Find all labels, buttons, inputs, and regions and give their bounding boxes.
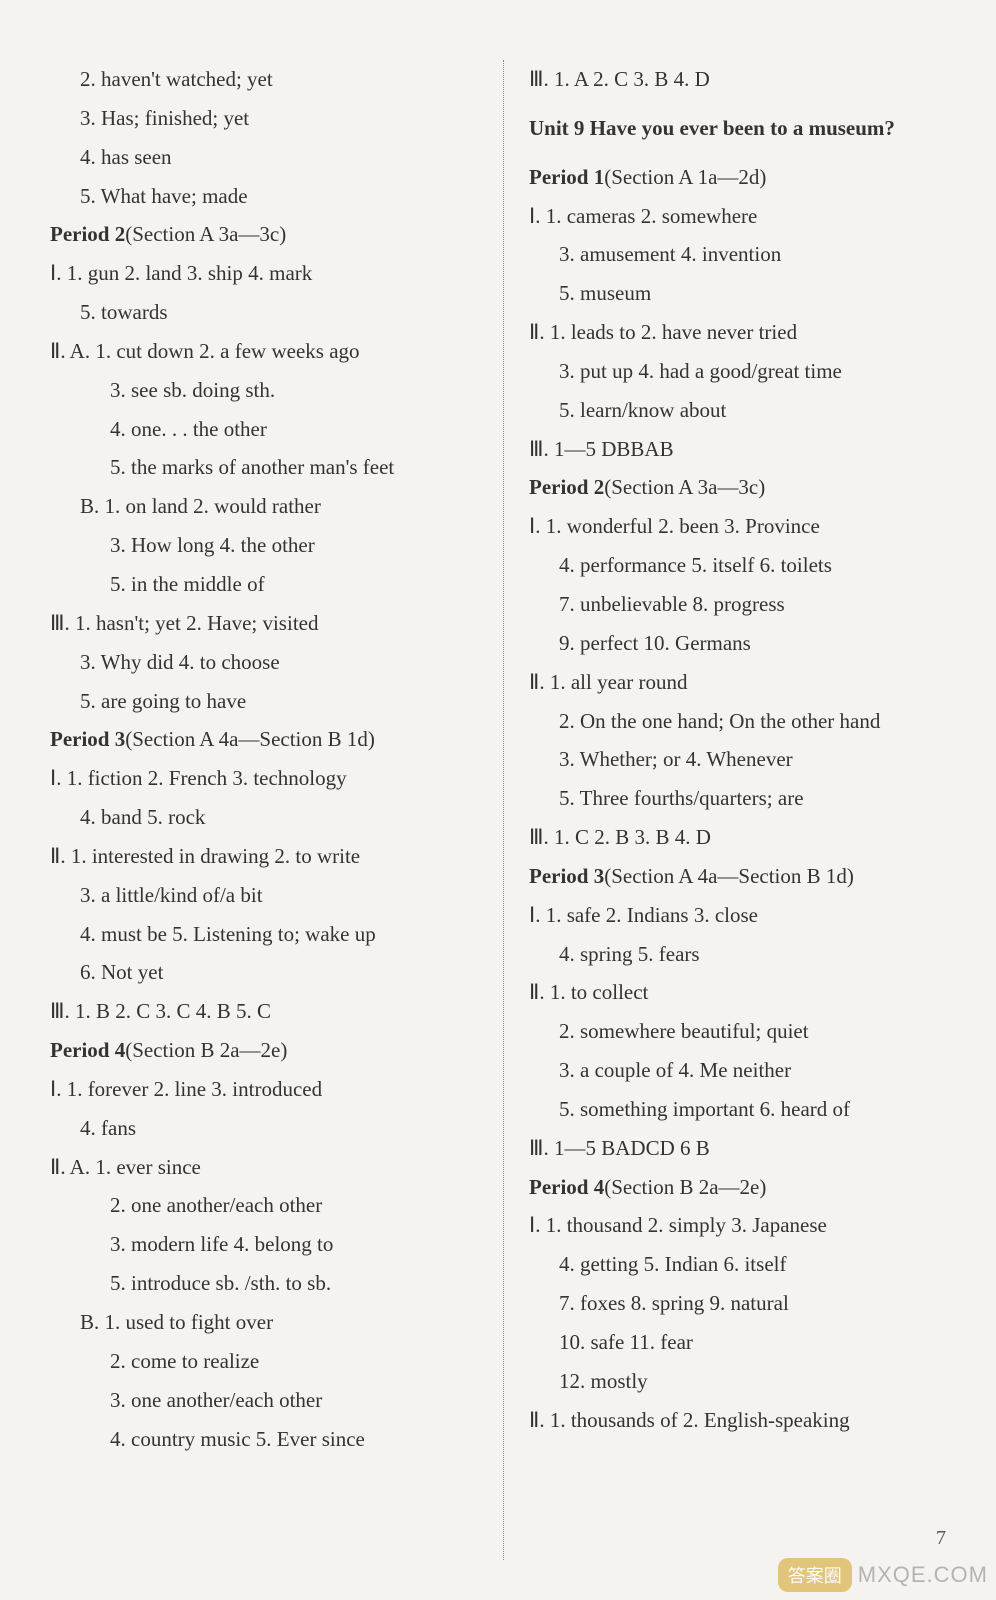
text-line: 10. safe 11. fear (559, 1323, 956, 1362)
text-line: 5. Three fourths/quarters; are (559, 779, 956, 818)
text-line: Period 2(Section A 3a—3c) (529, 468, 956, 507)
text-line: Ⅰ. 1. fiction 2. French 3. technology (50, 759, 483, 798)
text-line: 3. modern life 4. belong to (110, 1225, 483, 1264)
text-line: 5. museum (559, 274, 956, 313)
text-line: 4. country music 5. Ever since (110, 1420, 483, 1459)
text-line: Ⅱ. A. 1. ever since (50, 1148, 483, 1187)
text-line: Ⅱ. 1. to collect (529, 973, 956, 1012)
text-line: Ⅲ. 1—5 BADCD 6 B (529, 1129, 956, 1168)
text-line: Ⅲ. 1. A 2. C 3. B 4. D (529, 60, 956, 99)
period-section: (Section A 1a—2d) (604, 165, 766, 189)
text-line: Ⅲ. 1—5 DBBAB (529, 430, 956, 469)
text-line: 3. see sb. doing sth. (110, 371, 483, 410)
text-line: 3. Why did 4. to choose (80, 643, 483, 682)
text-line: 3. Whether; or 4. Whenever (559, 740, 956, 779)
text-line: 6. Not yet (80, 953, 483, 992)
text-line: 12. mostly (559, 1362, 956, 1401)
text-line: 4. has seen (80, 138, 483, 177)
text-line: 3. one another/each other (110, 1381, 483, 1420)
period-label: Period 3 (529, 864, 604, 888)
text-line: 4. performance 5. itself 6. toilets (559, 546, 956, 585)
text-line: 5. the marks of another man's feet (110, 448, 483, 487)
text-line: 4. getting 5. Indian 6. itself (559, 1245, 956, 1284)
text-line: Ⅰ. 1. thousand 2. simply 3. Japanese (529, 1206, 956, 1245)
text-line: Ⅱ. 1. interested in drawing 2. to write (50, 837, 483, 876)
text-line: 9. perfect 10. Germans (559, 624, 956, 663)
text-line: Ⅱ. A. 1. cut down 2. a few weeks ago (50, 332, 483, 371)
watermark-badge: 答案圈 (778, 1558, 852, 1592)
text-line: 5. are going to have (80, 682, 483, 721)
text-line: Unit 9 Have you ever been to a museum? (529, 109, 956, 148)
period-section: (Section B 2a—2e) (125, 1038, 287, 1062)
period-section: (Section B 2a—2e) (604, 1175, 766, 1199)
text-line: 4. one. . . the other (110, 410, 483, 449)
text-line: 4. spring 5. fears (559, 935, 956, 974)
text-line: 2. come to realize (110, 1342, 483, 1381)
text-line: Ⅰ. 1. safe 2. Indians 3. close (529, 896, 956, 935)
text-line: 5. learn/know about (559, 391, 956, 430)
text-line: 2. On the one hand; On the other hand (559, 702, 956, 741)
text-line: 2. somewhere beautiful; quiet (559, 1012, 956, 1051)
text-line: Period 2(Section A 3a—3c) (50, 215, 483, 254)
right-column: Ⅲ. 1. A 2. C 3. B 4. D Unit 9 Have you ev… (503, 60, 956, 1560)
text-line: Ⅰ. 1. gun 2. land 3. ship 4. mark (50, 254, 483, 293)
text-line: Ⅰ. 1. forever 2. line 3. introduced (50, 1070, 483, 1109)
text-line: 3. amusement 4. invention (559, 235, 956, 274)
text-line: Ⅰ. 1. wonderful 2. been 3. Province (529, 507, 956, 546)
text-line: Period 1(Section A 1a—2d) (529, 158, 956, 197)
period-section: (Section A 3a—3c) (604, 475, 765, 499)
text-line: 4. must be 5. Listening to; wake up (80, 915, 483, 954)
text-line: 4. band 5. rock (80, 798, 483, 837)
text-line: 3. a couple of 4. Me neither (559, 1051, 956, 1090)
text-line: B. 1. used to fight over (80, 1303, 483, 1342)
text-line: 2. one another/each other (110, 1186, 483, 1225)
period-label: Period 2 (50, 222, 125, 246)
page-number: 7 (936, 1527, 946, 1550)
text-line: Ⅲ. 1. C 2. B 3. B 4. D (529, 818, 956, 857)
text-line: Period 3(Section A 4a—Section B 1d) (50, 720, 483, 759)
text-line: Ⅱ. 1. thousands of 2. English-speaking (529, 1401, 956, 1440)
text-line: 5. in the middle of (110, 565, 483, 604)
watermark-text: MXQE.COM (858, 1562, 988, 1588)
text-line: 5. towards (80, 293, 483, 332)
text-line: 2. haven't watched; yet (80, 60, 483, 99)
period-section: (Section A 4a—Section B 1d) (604, 864, 854, 888)
left-column: 2. haven't watched; yet3. Has; finished;… (50, 60, 503, 1560)
text-line: Ⅲ. 1. hasn't; yet 2. Have; visited (50, 604, 483, 643)
period-label: Period 4 (50, 1038, 125, 1062)
text-line: 3. a little/kind of/a bit (80, 876, 483, 915)
text-line: 7. unbelievable 8. progress (559, 585, 956, 624)
page: 2. haven't watched; yet3. Has; finished;… (0, 0, 996, 1600)
text-line: 5. What have; made (80, 177, 483, 216)
text-line: Ⅰ. 1. cameras 2. somewhere (529, 197, 956, 236)
text-line: Period 4(Section B 2a—2e) (50, 1031, 483, 1070)
text-line: Period 4(Section B 2a—2e) (529, 1168, 956, 1207)
period-section: (Section A 4a—Section B 1d) (125, 727, 375, 751)
text-line: 3. Has; finished; yet (80, 99, 483, 138)
text-line: 4. fans (80, 1109, 483, 1148)
text-line: 3. put up 4. had a good/great time (559, 352, 956, 391)
text-line: 5. introduce sb. /sth. to sb. (110, 1264, 483, 1303)
text-line: Ⅱ. 1. leads to 2. have never tried (529, 313, 956, 352)
text-line: Period 3(Section A 4a—Section B 1d) (529, 857, 956, 896)
text-line: B. 1. on land 2. would rather (80, 487, 483, 526)
period-label: Period 2 (529, 475, 604, 499)
period-label: Period 1 (529, 165, 604, 189)
text-line: Ⅲ. 1. B 2. C 3. C 4. B 5. C (50, 992, 483, 1031)
text-line: 7. foxes 8. spring 9. natural (559, 1284, 956, 1323)
text-line: Ⅱ. 1. all year round (529, 663, 956, 702)
period-label: Period 4 (529, 1175, 604, 1199)
watermark: 答案圈 MXQE.COM (778, 1558, 988, 1592)
period-section: (Section A 3a—3c) (125, 222, 286, 246)
text-line: 5. something important 6. heard of (559, 1090, 956, 1129)
text-line: 3. How long 4. the other (110, 526, 483, 565)
period-label: Period 3 (50, 727, 125, 751)
